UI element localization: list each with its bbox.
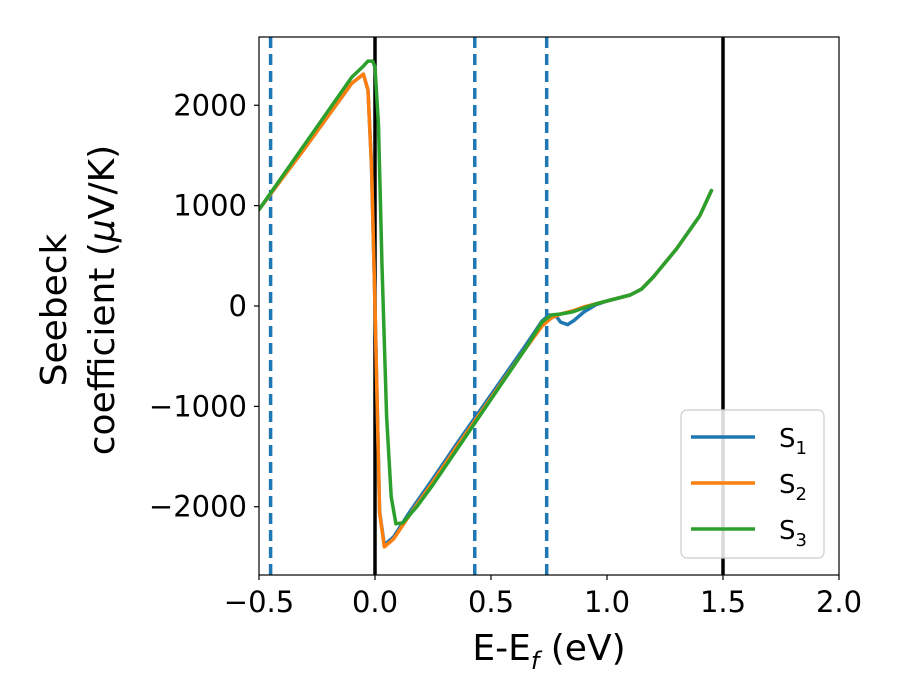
legend: S1 S2 S3 (680, 409, 825, 559)
y-tick-label: 1000 (173, 189, 247, 223)
y-axis-ticks: 2000 1000 0 −1000 −2000 (149, 88, 259, 524)
reference-lines (268, 37, 725, 575)
x-tick-label: 1.5 (700, 585, 746, 619)
x-axis-ticks: −0.5 0.0 0.5 1.0 1.5 2.0 (224, 575, 862, 619)
x-tick-label: 0.0 (352, 585, 398, 619)
y-tick-label: −1000 (149, 389, 247, 423)
series-line-3 (259, 59, 714, 526)
legend-label-2: S2 (779, 470, 807, 505)
series-line-2 (259, 72, 714, 549)
series-group (259, 59, 714, 549)
x-axis-title: E-Ef (eV) (472, 628, 625, 675)
y-tick-label: 2000 (173, 88, 247, 122)
legend-label-1: S1 (779, 424, 807, 459)
x-tick-label: −0.5 (224, 585, 294, 619)
y-axis-title-line2: coefficient (μV/K) (82, 145, 123, 455)
legend-label-3: S3 (779, 516, 807, 551)
y-tick-label: 0 (229, 289, 247, 323)
x-tick-label: 1.0 (584, 585, 630, 619)
y-tick-label: −2000 (149, 490, 247, 524)
x-tick-label: 0.5 (468, 585, 514, 619)
series-line-1 (259, 72, 714, 547)
x-tick-label: 2.0 (816, 585, 862, 619)
y-axis-title-line1: Seebeck (34, 233, 75, 386)
